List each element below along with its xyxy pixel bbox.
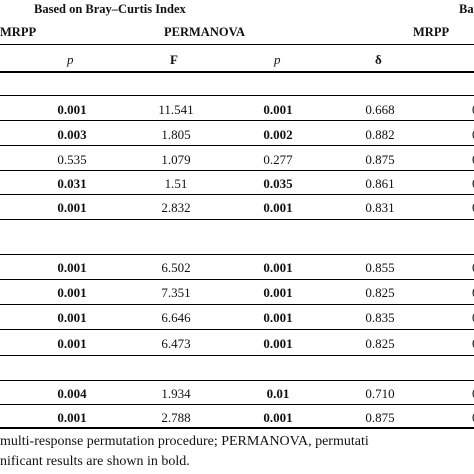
col-header-permanova: PERMANOVA xyxy=(164,25,246,39)
cell-mrpp-p: 0.003 xyxy=(57,127,87,142)
cell-delta: 0.831 xyxy=(365,200,395,215)
row-rule xyxy=(0,120,474,121)
cell-mrpp-p: 0.001 xyxy=(57,410,87,425)
sub-header-permanova-p: p xyxy=(274,52,281,67)
cell-cut: 0 xyxy=(472,127,474,143)
cell-delta: 0.825 xyxy=(365,336,395,351)
row-rule xyxy=(0,219,474,220)
row-rule xyxy=(0,254,474,255)
cell-delta: 0.861 xyxy=(365,176,395,191)
sub-header-mrpp-p: p xyxy=(67,52,74,67)
cell-delta: 0.855 xyxy=(365,260,395,275)
cell-permanova-p: 0.001 xyxy=(263,336,293,351)
cell-cut: 0 xyxy=(472,285,474,301)
cell-cut: 0 xyxy=(472,260,474,276)
cell-permanova-p: 0.001 xyxy=(263,410,293,425)
cell-delta: 0.882 xyxy=(365,127,395,142)
cell-f: 2.788 xyxy=(161,410,191,425)
cell-delta: 0.835 xyxy=(365,310,395,325)
cell-f: 6.502 xyxy=(161,260,191,275)
cell-permanova-p: 0.001 xyxy=(263,102,293,117)
cell-cut: 0 xyxy=(472,336,474,352)
subheader-rule xyxy=(0,71,474,73)
cell-cut: 0 xyxy=(472,152,474,168)
cell-mrpp-p: 0.001 xyxy=(57,102,87,117)
cell-mrpp-p: 0.001 xyxy=(57,285,87,300)
footnote-line-2: nificant results are shown in bold. xyxy=(0,454,190,469)
row-rule xyxy=(0,304,474,305)
cell-permanova-p: 0.001 xyxy=(263,260,293,275)
footnote-line-1: multi-response permutation procedure; PE… xyxy=(0,434,369,449)
cell-cut: 0 xyxy=(472,386,474,402)
cell-f: 7.351 xyxy=(161,285,191,300)
cell-cut: 0 xyxy=(472,410,474,426)
sub-header-f: F xyxy=(170,52,178,67)
row-rule xyxy=(0,170,474,171)
row-rule xyxy=(0,194,474,195)
group-header-right-cut: Ba xyxy=(459,2,474,16)
row-rule xyxy=(0,404,474,405)
cell-f: 1.079 xyxy=(161,152,191,167)
cell-f: 1.805 xyxy=(161,127,191,142)
row-rule xyxy=(0,329,474,330)
cell-mrpp-p: 0.001 xyxy=(57,200,87,215)
cell-permanova-p: 0.035 xyxy=(263,176,293,191)
cell-cut: 0 xyxy=(472,200,474,216)
cell-mrpp-p: 0.031 xyxy=(57,176,87,191)
cell-f: 11.541 xyxy=(158,102,194,117)
col-header-mrpp: MRPP xyxy=(0,25,37,39)
row-rule xyxy=(0,380,474,381)
cell-permanova-p: 0.001 xyxy=(263,200,293,215)
row-rule xyxy=(0,95,474,96)
cell-cut: 0 xyxy=(472,102,474,118)
cell-f: 1.934 xyxy=(161,386,191,401)
cell-f: 6.646 xyxy=(161,310,191,325)
sub-header-delta: δ xyxy=(375,52,382,67)
cell-mrpp-p: 0.004 xyxy=(57,386,87,401)
row-rule xyxy=(0,279,474,280)
cell-permanova-p: 0.001 xyxy=(263,310,293,325)
bottom-rule xyxy=(0,427,474,429)
cell-permanova-p: 0.277 xyxy=(263,152,293,167)
header-rule xyxy=(0,44,474,45)
col-header-mrpp-2: MRPP xyxy=(413,25,450,39)
cell-permanova-p: 0.002 xyxy=(263,127,293,142)
cell-delta: 0.825 xyxy=(365,285,395,300)
cell-f: 1.51 xyxy=(164,176,188,191)
cell-delta: 0.875 xyxy=(365,152,395,167)
cell-permanova-p: 0.001 xyxy=(263,285,293,300)
group-header-bray-curtis: Based on Bray–Curtis Index xyxy=(34,2,186,16)
row-rule xyxy=(0,355,474,356)
cell-f: 6.473 xyxy=(161,336,191,351)
cell-delta: 0.710 xyxy=(365,386,395,401)
row-rule xyxy=(0,145,474,146)
cell-mrpp-p: 0.001 xyxy=(57,310,87,325)
cell-cut: 0 xyxy=(472,310,474,326)
cell-delta: 0.875 xyxy=(365,410,395,425)
cell-f: 2.832 xyxy=(161,200,191,215)
cell-mrpp-p: 0.535 xyxy=(57,152,87,167)
cell-permanova-p: 0.01 xyxy=(266,386,290,401)
cell-delta: 0.668 xyxy=(365,102,395,117)
cell-mrpp-p: 0.001 xyxy=(57,260,87,275)
cell-cut: 0 xyxy=(472,176,474,192)
cell-mrpp-p: 0.001 xyxy=(57,336,87,351)
